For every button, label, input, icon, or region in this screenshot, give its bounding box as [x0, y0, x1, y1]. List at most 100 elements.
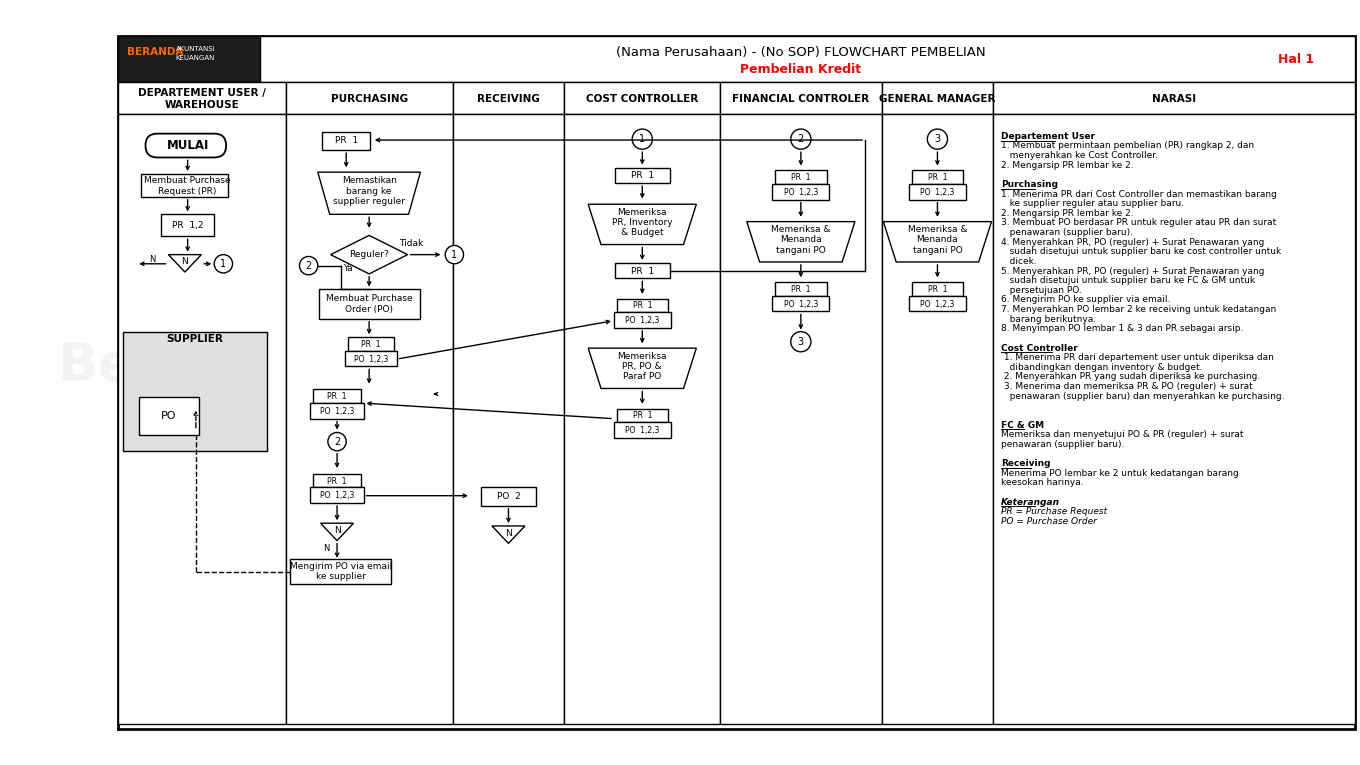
Polygon shape [169, 255, 201, 272]
Text: NARASI: NARASI [1152, 94, 1197, 104]
Text: KEUANGAN: KEUANGAN [175, 54, 215, 60]
Text: PR  1,2: PR 1,2 [171, 221, 204, 230]
Circle shape [632, 129, 653, 149]
Text: PO  1,2,3: PO 1,2,3 [320, 407, 354, 416]
Polygon shape [589, 348, 696, 389]
Circle shape [790, 129, 811, 149]
FancyBboxPatch shape [993, 83, 1356, 115]
Text: Purchasing: Purchasing [1001, 180, 1058, 189]
Text: Memeriksa dan menyetujui PO & PR (reguler) + surat: Memeriksa dan menyetujui PO & PR (regule… [1001, 430, 1243, 439]
Text: PR  1: PR 1 [328, 477, 347, 486]
Text: PR  1: PR 1 [328, 392, 347, 401]
Text: (Nama Perusahaan) - (No SOP) FLOWCHART PEMBELIAN: (Nama Perusahaan) - (No SOP) FLOWCHART P… [616, 47, 986, 60]
Text: Memeriksa
PR, Inventory
& Budget: Memeriksa PR, Inventory & Budget [612, 207, 673, 237]
Circle shape [328, 432, 347, 451]
Text: 4. Menyerahkan PR, PO (reguler) + Surat Penawaran yang: 4. Menyerahkan PR, PO (reguler) + Surat … [1001, 238, 1263, 246]
FancyBboxPatch shape [772, 184, 830, 200]
Text: persetujuan PO.: persetujuan PO. [1001, 286, 1081, 295]
Text: PR  1: PR 1 [631, 267, 654, 275]
Text: Departement User: Departement User [1001, 132, 1095, 141]
Circle shape [445, 246, 464, 264]
Text: Pembelian Kredit: Pembelian Kredit [740, 63, 861, 76]
FancyBboxPatch shape [993, 115, 1356, 724]
Text: 1. Menerima PR dari Cost Controller dan memastikan barang: 1. Menerima PR dari Cost Controller dan … [1001, 190, 1277, 199]
FancyBboxPatch shape [613, 312, 670, 328]
Text: N: N [333, 526, 340, 535]
Text: 2: 2 [798, 134, 804, 144]
Text: dibandingkan dengan inventory & budget.: dibandingkan dengan inventory & budget. [1001, 363, 1202, 372]
FancyBboxPatch shape [122, 331, 268, 451]
FancyBboxPatch shape [260, 37, 1356, 83]
Text: 1: 1 [452, 249, 457, 259]
FancyBboxPatch shape [775, 282, 827, 296]
Polygon shape [747, 222, 855, 262]
Text: 2. Mengarsip PR lembar ke 2.: 2. Mengarsip PR lembar ke 2. [1001, 209, 1133, 218]
FancyBboxPatch shape [564, 83, 721, 115]
FancyBboxPatch shape [310, 487, 363, 503]
Text: penawaran (supplier baru).: penawaran (supplier baru). [1001, 440, 1125, 449]
Text: Tidak: Tidak [400, 239, 423, 248]
Text: 1: 1 [639, 134, 646, 144]
FancyBboxPatch shape [286, 115, 453, 724]
FancyBboxPatch shape [322, 132, 370, 150]
FancyBboxPatch shape [721, 115, 881, 724]
Text: penawaran (supplier baru).: penawaran (supplier baru). [1001, 228, 1133, 237]
Text: dicek.: dicek. [1001, 257, 1036, 266]
Circle shape [299, 256, 318, 275]
Polygon shape [318, 172, 420, 214]
Text: sudah disetujui untuk supplier baru ke FC & GM untuk: sudah disetujui untuk supplier baru ke F… [1001, 276, 1255, 285]
FancyBboxPatch shape [616, 409, 668, 422]
Text: 3. Membuat PO berdasar PR untuk reguler atau PR dan surat: 3. Membuat PO berdasar PR untuk reguler … [1001, 219, 1276, 227]
FancyBboxPatch shape [139, 397, 199, 435]
Polygon shape [492, 526, 525, 543]
FancyBboxPatch shape [721, 83, 881, 115]
Text: Memeriksa &
Menanda
tangani PO: Memeriksa & Menanda tangani PO [907, 225, 967, 255]
Text: 3. Menerima dan memeriksa PR & PO (reguler) + surat: 3. Menerima dan memeriksa PR & PO (regul… [1001, 382, 1253, 391]
Text: FC & GM: FC & GM [1001, 421, 1044, 429]
FancyBboxPatch shape [310, 403, 363, 418]
FancyBboxPatch shape [118, 83, 286, 115]
FancyBboxPatch shape [141, 174, 228, 197]
Text: PR  1: PR 1 [631, 171, 654, 181]
Text: ke supplier reguler atau supplier baru.: ke supplier reguler atau supplier baru. [1001, 199, 1183, 208]
Text: PURCHASING: PURCHASING [330, 94, 408, 104]
Text: RECEIVING: RECEIVING [477, 94, 540, 104]
Text: PO  1,2,3: PO 1,2,3 [783, 187, 819, 197]
FancyBboxPatch shape [348, 337, 394, 351]
Text: COST CONTROLLER: COST CONTROLLER [586, 94, 699, 104]
FancyBboxPatch shape [911, 282, 963, 296]
Text: 8. Menyimpan PO lembar 1 & 3 dan PR sebagai arsip.: 8. Menyimpan PO lembar 1 & 3 dan PR seba… [1001, 324, 1243, 334]
Polygon shape [884, 222, 991, 262]
Text: DEPARTEMENT USER /
WAREHOUSE: DEPARTEMENT USER / WAREHOUSE [137, 88, 265, 109]
Text: Memeriksa &
Menanda
tangani PO: Memeriksa & Menanda tangani PO [771, 225, 831, 255]
FancyBboxPatch shape [481, 487, 536, 506]
FancyBboxPatch shape [564, 115, 721, 724]
Text: Mengirim PO via email
ke supplier: Mengirim PO via email ke supplier [290, 562, 392, 581]
Text: sudah disetujui untuk supplier baru ke cost controller untuk: sudah disetujui untuk supplier baru ke c… [1001, 247, 1281, 256]
Text: PO  2: PO 2 [496, 492, 521, 501]
FancyBboxPatch shape [615, 263, 669, 278]
FancyBboxPatch shape [881, 115, 993, 724]
Text: PR  1: PR 1 [928, 285, 947, 294]
FancyBboxPatch shape [453, 83, 564, 115]
FancyBboxPatch shape [290, 559, 392, 584]
FancyBboxPatch shape [453, 115, 564, 724]
Text: PO  1,2,3: PO 1,2,3 [783, 300, 819, 308]
FancyBboxPatch shape [313, 389, 360, 403]
Text: PR  1: PR 1 [792, 173, 811, 182]
Text: 1. Menerima PR dari departement user untuk diperiksa dan: 1. Menerima PR dari departement user unt… [1001, 353, 1273, 362]
Text: Menerima PO lembar ke 2 untuk kedatangan barang: Menerima PO lembar ke 2 untuk kedatangan… [1001, 469, 1239, 477]
Text: 2: 2 [306, 261, 311, 271]
Text: Ya: Ya [343, 264, 352, 273]
FancyBboxPatch shape [775, 171, 827, 184]
Polygon shape [589, 204, 696, 245]
Text: 2: 2 [335, 437, 340, 447]
Text: SUPPLIER: SUPPLIER [166, 334, 223, 344]
Text: menyerahkan ke Cost Controller.: menyerahkan ke Cost Controller. [1001, 151, 1157, 160]
FancyBboxPatch shape [616, 298, 668, 312]
Text: PO  1,2,3: PO 1,2,3 [354, 355, 388, 363]
FancyBboxPatch shape [908, 296, 966, 311]
Text: N: N [505, 529, 511, 538]
Polygon shape [321, 523, 354, 541]
Text: PR  1: PR 1 [792, 285, 811, 294]
